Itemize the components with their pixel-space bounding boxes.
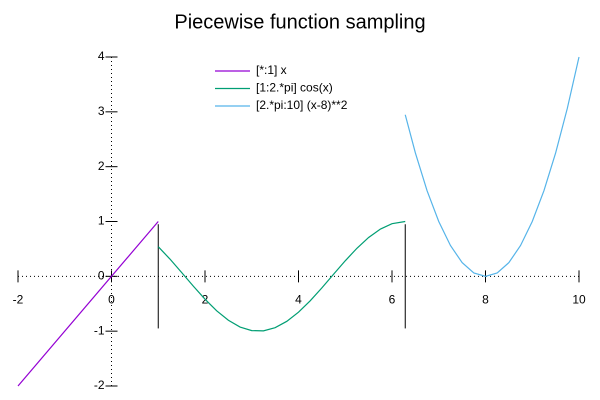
y-tick-label: 3 [98, 104, 105, 118]
legend-label: [*:1] x [256, 63, 287, 77]
x-tick-label: 6 [389, 293, 396, 307]
y-tick-label: 4 [98, 49, 105, 63]
y-tick-label: 2 [98, 159, 105, 173]
series-line [404, 56, 580, 277]
chart-title: Piecewise function sampling [174, 11, 425, 33]
legend-label: [1:2.*pi] cos(x) [256, 81, 333, 95]
x-tick-label: 8 [482, 293, 489, 307]
legend-label: [2.*pi:10] (x-8)**2 [256, 98, 348, 112]
series-line [157, 220, 406, 332]
y-tick-label: -2 [94, 378, 105, 392]
x-tick-label: 10 [572, 293, 586, 307]
y-tick-label: 1 [98, 214, 105, 228]
y-tick-label: 0 [98, 269, 105, 283]
y-tick-label: -1 [94, 323, 105, 337]
x-tick-label: 4 [295, 293, 302, 307]
x-tick-label: 0 [108, 293, 115, 307]
x-tick-label: -2 [13, 293, 24, 307]
series-line [17, 221, 159, 387]
